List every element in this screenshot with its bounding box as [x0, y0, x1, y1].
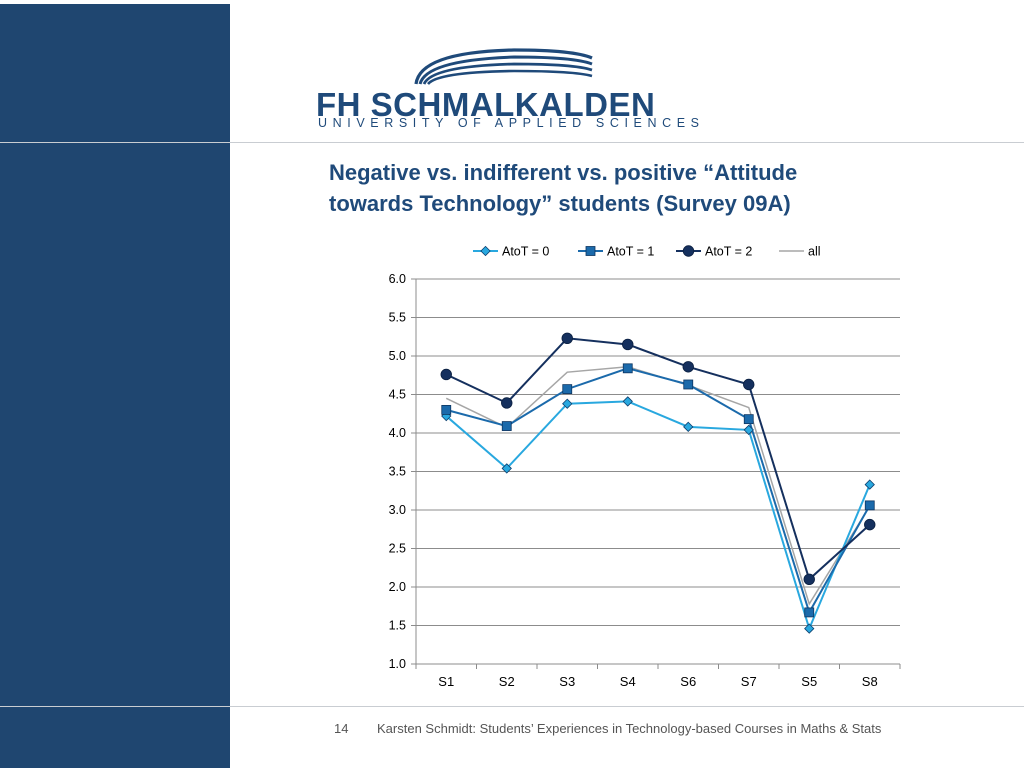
legend-marker	[682, 245, 695, 257]
data-point	[562, 398, 573, 409]
legend-label: AtoT = 1	[607, 245, 654, 259]
series-line-atot-0	[445, 400, 871, 632]
y-tick-label: 1.5	[389, 619, 406, 633]
series-line-atot-2	[445, 337, 871, 582]
data-point	[804, 623, 815, 634]
footer-text: Karsten Schmidt: Students’ Experiences i…	[377, 721, 882, 736]
data-point	[743, 378, 755, 391]
logo-name: FH SCHMALKALDEN	[316, 86, 656, 123]
data-point	[864, 500, 875, 511]
data-point	[803, 573, 815, 586]
data-point	[622, 363, 633, 374]
y-tick-label: 1.0	[389, 657, 406, 671]
legend-marker	[480, 245, 491, 257]
x-tick-label: S4	[620, 674, 636, 689]
data-point	[682, 361, 694, 373]
x-tick-label: S1	[438, 674, 454, 689]
data-point	[561, 332, 573, 344]
data-point	[743, 414, 754, 425]
line-chart: 1.0 1.5 2.0 2.5 3.0 3.5 4.0 4.5 5.0 5.5 6.0 S1 S2 S3 S…	[389, 245, 901, 689]
y-tick-label: 2.0	[389, 580, 406, 594]
slide-title: Negative vs. indifferent vs. positive “A…	[329, 157, 929, 219]
x-tick-label: S3	[559, 674, 575, 689]
data-point	[864, 518, 876, 531]
logo-subtitle: UNIVERSITY OF APPLIED SCIENCES	[318, 116, 705, 130]
x-tick-label: S2	[499, 674, 515, 689]
y-tick-label: 5.0	[389, 349, 406, 363]
data-point	[683, 379, 694, 390]
data-point	[864, 479, 875, 490]
logo-arcs-icon	[414, 48, 593, 85]
y-tick-label: 4.0	[389, 426, 406, 440]
data-point	[501, 421, 512, 431]
data-point	[440, 368, 452, 381]
data-point	[622, 338, 634, 351]
data-point	[622, 396, 633, 407]
data-point	[441, 404, 452, 415]
side-panel	[0, 4, 230, 768]
page-number: 14	[334, 721, 349, 736]
y-tick-label: 6.0	[389, 272, 406, 286]
data-point	[743, 424, 754, 436]
series-line-atot-1	[445, 367, 871, 615]
y-tick-label: 5.5	[389, 311, 406, 325]
legend-label: AtoT = 2	[705, 245, 752, 259]
y-tick-label: 3.0	[389, 503, 406, 517]
x-tick-label: S5	[801, 674, 817, 689]
data-point	[501, 463, 512, 474]
data-point	[501, 397, 513, 409]
x-tick-label: S7	[741, 674, 757, 689]
y-tick-label: 3.5	[389, 465, 406, 479]
header-divider	[0, 142, 1024, 143]
y-tick-label: 4.5	[389, 388, 406, 402]
footer-divider	[0, 706, 1024, 707]
x-tick-label: S6	[680, 674, 696, 689]
legend-label: all	[808, 245, 821, 259]
slide-title-line-2: towards Technology” students (Survey 09A…	[329, 191, 791, 216]
legend-label: AtoT = 0	[502, 245, 549, 259]
slide-title-line-1: Negative vs. indifferent vs. positive “A…	[329, 160, 798, 185]
data-point	[683, 421, 694, 433]
x-tick-label: S8	[862, 674, 878, 689]
university-logo: FH SCHMALKALDEN UNIVERSITY OF APPLIED SC…	[316, 44, 699, 134]
data-point	[562, 384, 573, 395]
legend-marker	[585, 246, 596, 256]
data-point	[804, 607, 815, 618]
y-tick-label: 2.5	[389, 542, 406, 556]
